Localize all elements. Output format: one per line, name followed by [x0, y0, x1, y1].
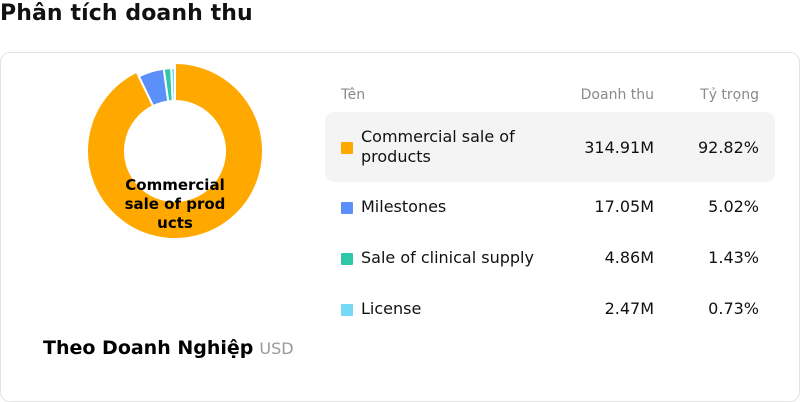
- chart-footer: Theo Doanh Nghiệp USD: [43, 337, 294, 359]
- table-row[interactable]: Sale of clinical supply 4.86M 1.43%: [325, 233, 775, 284]
- header-share: Tỷ trọng: [700, 87, 759, 103]
- row-revenue: 4.86M: [604, 248, 654, 267]
- donut-slice-commercial-sale-of-products[interactable]: [86, 62, 264, 240]
- table-row[interactable]: License 2.47M 0.73%: [325, 284, 775, 335]
- legend-swatch: [341, 202, 353, 214]
- row-revenue: 17.05M: [594, 197, 654, 216]
- chart-footer-title: Theo Doanh Nghiệp: [43, 337, 254, 359]
- row-share: 5.02%: [708, 197, 759, 216]
- legend-swatch: [341, 253, 353, 265]
- donut-chart: [86, 62, 264, 240]
- donut-slice-license[interactable]: [170, 66, 176, 103]
- donut-center-label: Commercial sale of products: [124, 176, 226, 232]
- legend-swatch: [341, 142, 353, 154]
- table-row[interactable]: Commercial sale of products 314.91M 92.8…: [325, 112, 775, 182]
- legend-swatch: [341, 304, 353, 316]
- page-title: Phân tích doanh thu: [0, 1, 253, 26]
- header-name: Tên: [341, 87, 366, 103]
- table-row[interactable]: Milestones 17.05M 5.02%: [325, 182, 775, 233]
- revenue-table: Tên Doanh thu Tỷ trọng Commercial sale o…: [325, 80, 775, 335]
- row-name: License: [361, 299, 422, 318]
- table-header: Tên Doanh thu Tỷ trọng: [325, 80, 775, 112]
- row-revenue: 314.91M: [584, 138, 654, 157]
- row-name: Sale of clinical supply: [361, 248, 534, 267]
- row-share: 0.73%: [708, 299, 759, 318]
- row-revenue: 2.47M: [604, 299, 654, 318]
- row-share: 92.82%: [697, 138, 759, 157]
- row-name: Milestones: [361, 197, 447, 216]
- header-revenue: Doanh thu: [580, 87, 654, 103]
- row-name: Commercial sale of products: [361, 127, 515, 166]
- chart-footer-unit: USD: [259, 339, 294, 358]
- donut-chart-svg: [86, 62, 264, 240]
- row-share: 1.43%: [708, 248, 759, 267]
